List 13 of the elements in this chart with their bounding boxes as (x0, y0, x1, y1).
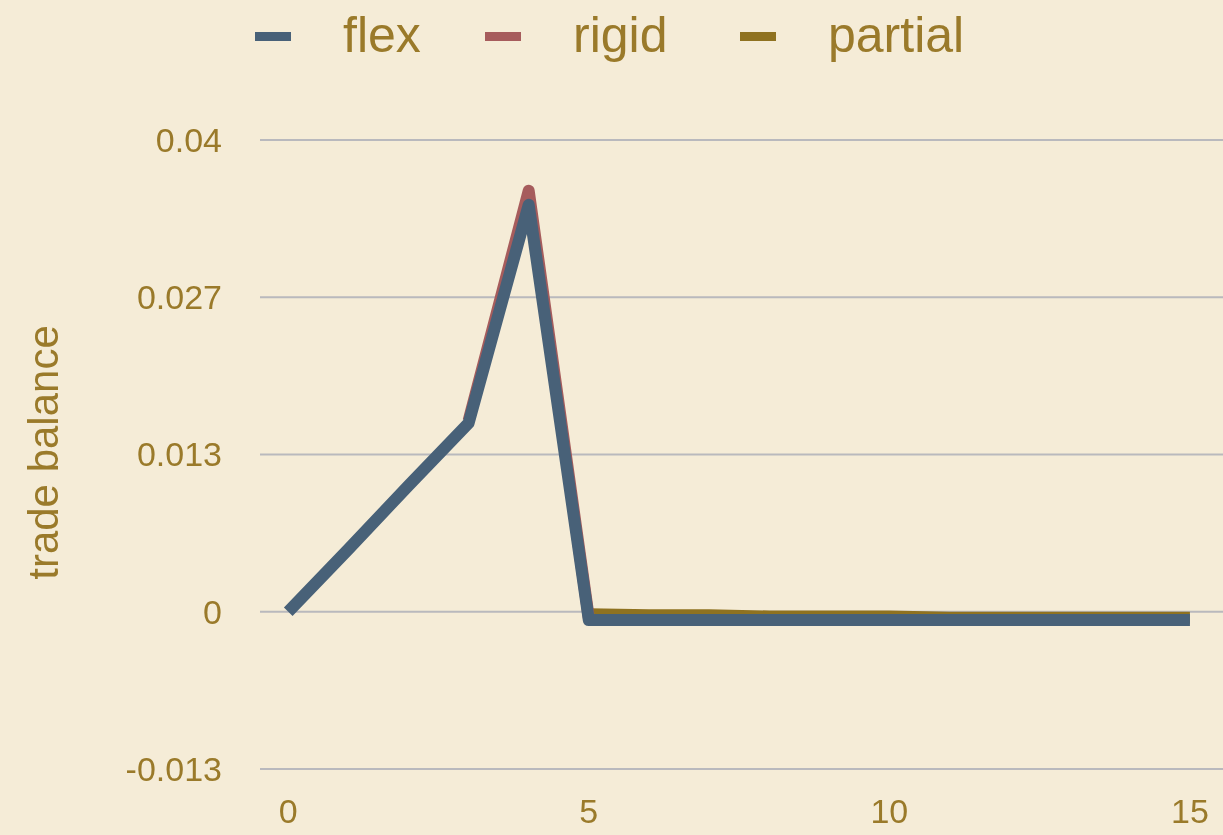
x-tick-label: 5 (579, 792, 599, 830)
legend-label: partial (828, 7, 965, 63)
legend-label: flex (343, 7, 421, 63)
x-tick-label: 15 (1171, 792, 1209, 830)
y-tick-label: 0 (203, 592, 222, 631)
legend-label: rigid (573, 7, 668, 63)
y-tick-label: 0.027 (136, 278, 222, 317)
y-tick-label: -0.013 (125, 749, 222, 788)
y-tick-label: 0.04 (155, 120, 222, 159)
x-tick-label: 10 (870, 792, 909, 830)
x-tick-label: 0 (278, 792, 298, 830)
y-tick-label: 0.013 (136, 435, 222, 474)
y-axis-title: trade balance (20, 325, 67, 580)
